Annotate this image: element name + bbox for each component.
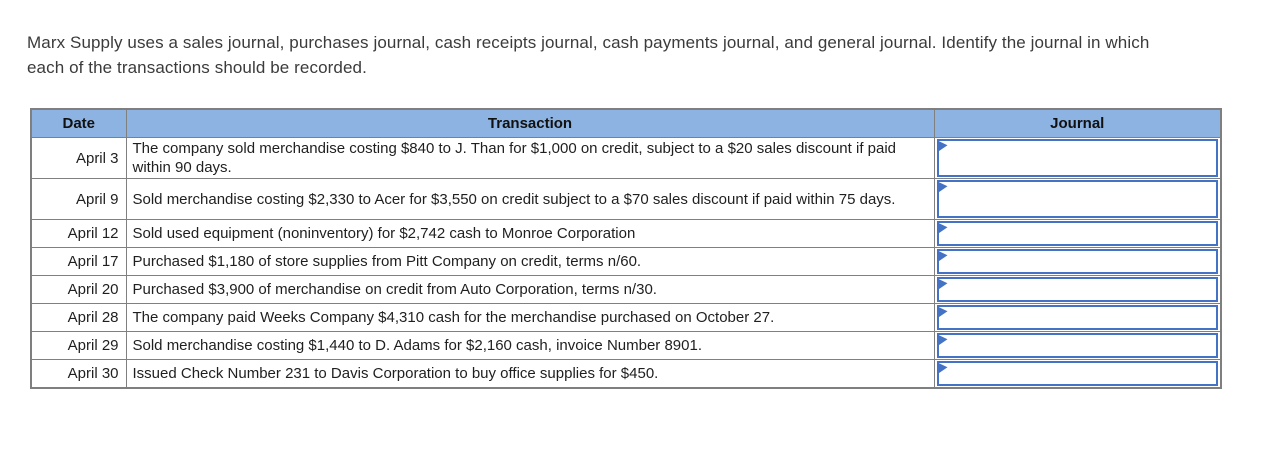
instructions-text: Marx Supply uses a sales journal, purcha…	[27, 33, 1150, 77]
journal-dropdown[interactable]	[936, 180, 1218, 218]
dropdown-flag-icon	[938, 363, 948, 374]
journal-dropdown[interactable]	[936, 333, 1218, 358]
journal-dropdown[interactable]	[936, 221, 1218, 246]
transaction-cell: The company paid Weeks Company $4,310 ca…	[125, 303, 935, 332]
header-row: Date Transaction Journal	[30, 108, 1222, 138]
date-cell: April 28	[30, 303, 127, 332]
transaction-cell: Purchased $1,180 of store supplies from …	[125, 247, 935, 276]
table-row: April 28 The company paid Weeks Company …	[30, 303, 1222, 332]
dropdown-flag-icon	[938, 251, 948, 262]
date-cell: April 17	[30, 247, 127, 276]
column-header-date: Date	[30, 108, 127, 138]
journal-cell	[933, 137, 1222, 179]
date-cell: April 30	[30, 359, 127, 388]
table-row: April 3 The company sold merchandise cos…	[30, 137, 1222, 179]
dropdown-flag-icon	[938, 223, 948, 234]
journal-dropdown[interactable]	[936, 249, 1218, 274]
dropdown-flag-icon	[938, 307, 948, 318]
table-row: April 17 Purchased $1,180 of store suppl…	[30, 247, 1222, 276]
journal-cell	[933, 331, 1222, 360]
date-cell: April 29	[30, 331, 127, 360]
column-header-transaction: Transaction	[125, 108, 935, 138]
date-cell: April 3	[30, 137, 127, 179]
transaction-cell: Sold merchandise costing $1,440 to D. Ad…	[125, 331, 935, 360]
journal-dropdown[interactable]	[936, 361, 1218, 386]
table-row: April 29 Sold merchandise costing $1,440…	[30, 331, 1222, 360]
table-row: April 20 Purchased $3,900 of merchandise…	[30, 275, 1222, 304]
journal-cell	[933, 275, 1222, 304]
journal-dropdown[interactable]	[936, 139, 1218, 177]
journal-dropdown[interactable]	[936, 277, 1218, 302]
date-cell: April 20	[30, 275, 127, 304]
table-row: April 12 Sold used equipment (noninvento…	[30, 219, 1222, 248]
dropdown-flag-icon	[938, 182, 948, 193]
transaction-cell: Sold used equipment (noninventory) for $…	[125, 219, 935, 248]
journal-cell	[933, 178, 1222, 220]
journal-cell	[933, 219, 1222, 248]
journal-cell	[933, 247, 1222, 276]
transaction-cell: Sold merchandise costing $2,330 to Acer …	[125, 178, 935, 220]
table-row: April 9 Sold merchandise costing $2,330 …	[30, 178, 1222, 220]
journal-cell	[933, 359, 1222, 388]
dropdown-flag-icon	[938, 335, 948, 346]
transaction-cell: Purchased $3,900 of merchandise on credi…	[125, 275, 935, 304]
table-row: April 30 Issued Check Number 231 to Davi…	[30, 359, 1222, 388]
dropdown-flag-icon	[938, 279, 948, 290]
transactions-table: Date Transaction Journal April 3 The com…	[30, 108, 1222, 389]
journal-cell	[933, 303, 1222, 332]
date-cell: April 12	[30, 219, 127, 248]
column-header-journal: Journal	[933, 108, 1222, 138]
date-cell: April 9	[30, 178, 127, 220]
transaction-cell: The company sold merchandise costing $84…	[125, 137, 935, 179]
transaction-cell: Issued Check Number 231 to Davis Corpora…	[125, 359, 935, 388]
journal-dropdown[interactable]	[936, 305, 1218, 330]
dropdown-flag-icon	[938, 141, 948, 152]
